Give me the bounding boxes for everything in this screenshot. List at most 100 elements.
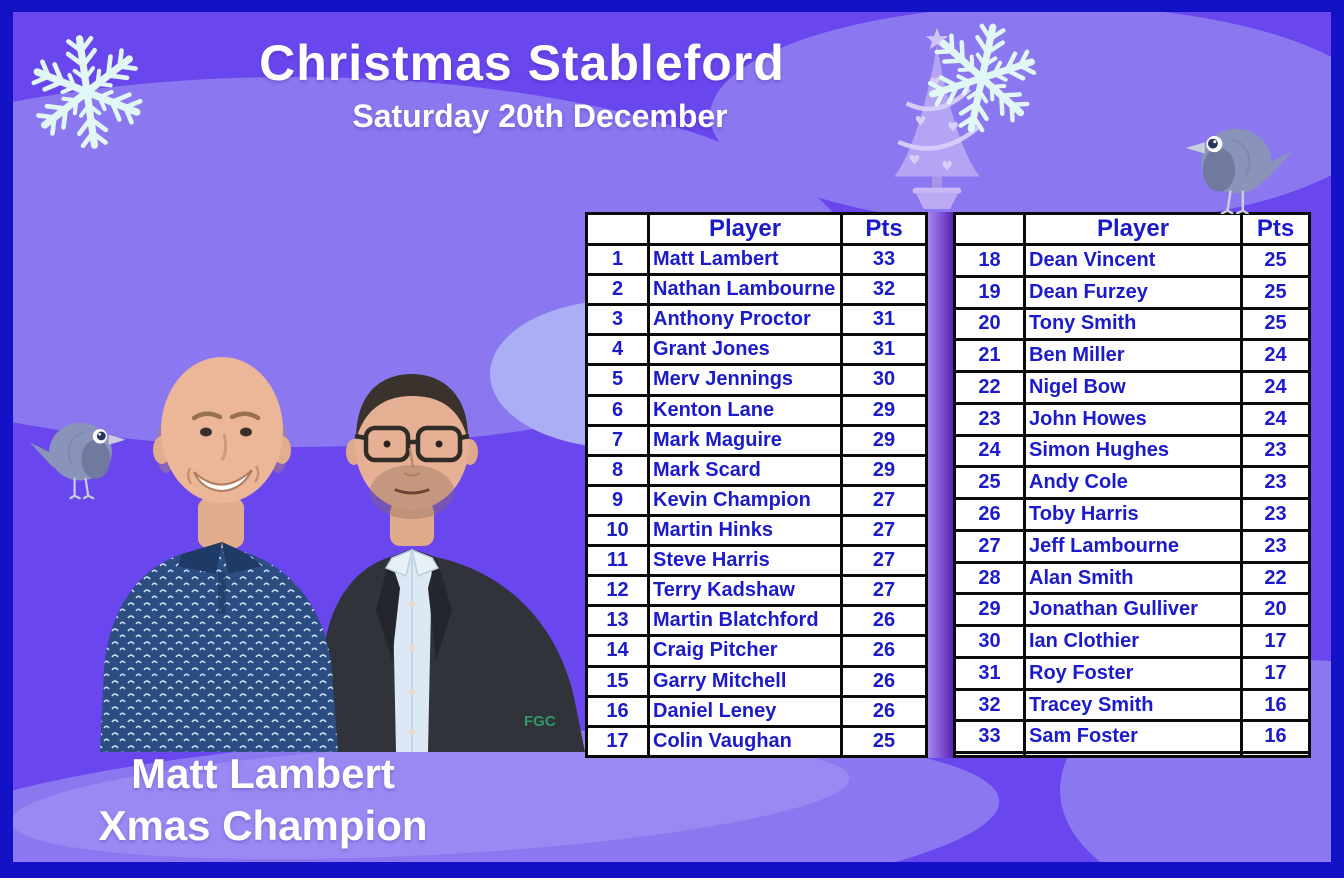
champion-label: Xmas Champion bbox=[98, 802, 428, 849]
player-cell: Mark Maguire bbox=[647, 423, 843, 457]
rank-cell: 2 bbox=[585, 273, 650, 307]
player-cell: Tony Smith bbox=[1023, 306, 1243, 342]
table-row: 2 Nathan Lambourne 32 bbox=[585, 273, 928, 307]
player-cell: Jonathan Gulliver bbox=[1023, 592, 1243, 628]
glasses bbox=[354, 425, 470, 463]
table-row: 17 Colin Vaughan 25 bbox=[585, 724, 928, 759]
pts-cell: 16 bbox=[1240, 719, 1311, 755]
pts-cell: 23 bbox=[1240, 528, 1311, 564]
rank-cell: 1 bbox=[585, 242, 650, 277]
pts-cell: 26 bbox=[840, 664, 928, 698]
pts-cell: 25 bbox=[1240, 274, 1311, 310]
table-row: 5 Merv Jennings 30 bbox=[585, 363, 928, 397]
table-row: 6 Kenton Lane 29 bbox=[585, 393, 928, 427]
event-date: Saturday 20th December bbox=[352, 98, 728, 134]
rank-cell: 13 bbox=[585, 604, 650, 638]
rank-cell: 4 bbox=[585, 333, 650, 367]
pts-cell: 16 bbox=[1240, 687, 1311, 723]
pts-cell: 24 bbox=[1240, 338, 1311, 374]
pts-cell: 27 bbox=[840, 513, 928, 548]
rank-cell: 29 bbox=[953, 592, 1026, 628]
rank-cell: 3 bbox=[585, 303, 650, 337]
rank-cell: 21 bbox=[953, 338, 1026, 374]
player-cell: Craig Pitcher bbox=[647, 634, 843, 668]
table-row: 12 Terry Kadshaw 27 bbox=[585, 574, 928, 608]
table-row: 28 Alan Smith 22 bbox=[953, 560, 1311, 596]
svg-text:♥: ♥ bbox=[947, 121, 959, 136]
pts-cell: 17 bbox=[1240, 624, 1311, 659]
pts-cell: 23 bbox=[1240, 433, 1311, 469]
rank-cell: 32 bbox=[953, 687, 1026, 723]
rank-cell: 11 bbox=[585, 544, 650, 578]
player-cell: Garry Mitchell bbox=[647, 664, 843, 698]
pts-cell: 26 bbox=[840, 604, 928, 638]
pts-cell: 25 bbox=[840, 724, 928, 759]
table-row: 10 Martin Hinks 27 bbox=[585, 513, 928, 548]
rank-cell: 25 bbox=[953, 465, 1026, 501]
rank-cell: 22 bbox=[953, 370, 1026, 405]
player-cell: Martin Blatchford bbox=[647, 604, 843, 638]
pts-cell: 27 bbox=[840, 574, 928, 608]
player-cell: Terry Kadshaw bbox=[647, 574, 843, 608]
player-cell: Mark Scard bbox=[647, 453, 843, 487]
player-cell: Kevin Champion bbox=[647, 483, 843, 517]
right-golfer: FGC bbox=[320, 374, 585, 752]
player-cell: Jeff Lambourne bbox=[1023, 528, 1243, 564]
christmas-tree-icon: ♥♥♥ ♥♥ bbox=[894, 28, 980, 209]
player-cell: Tracey Smith bbox=[1023, 687, 1243, 723]
pts-cell: 27 bbox=[840, 544, 928, 578]
pts-cell: 20 bbox=[1240, 592, 1311, 628]
bird-icon bbox=[1185, 128, 1294, 214]
rank-cell: 9 bbox=[585, 483, 650, 517]
table-row: 18 Dean Vincent 25 bbox=[953, 243, 1311, 278]
svg-text:♥: ♥ bbox=[941, 159, 953, 174]
rank-cell: 18 bbox=[953, 243, 1026, 278]
table-row: 33 Sam Foster 16 bbox=[953, 719, 1311, 755]
pts-cell: 27 bbox=[840, 483, 928, 517]
player-cell: Andy Cole bbox=[1023, 465, 1243, 501]
player-cell: Toby Harris bbox=[1023, 497, 1243, 532]
header-row: Player Pts bbox=[585, 212, 928, 246]
rank-cell: 19 bbox=[953, 274, 1026, 310]
player-header: Player bbox=[647, 212, 843, 246]
header-row: Player Pts bbox=[953, 212, 1311, 246]
rank-cell: 10 bbox=[585, 513, 650, 548]
rank-cell: 31 bbox=[953, 655, 1026, 691]
snowflake-icon bbox=[922, 18, 1042, 138]
table-row: 1 Matt Lambert 33 bbox=[585, 242, 928, 277]
table-row: 30 Ian Clothier 17 bbox=[953, 624, 1311, 659]
player-cell: Grant Jones bbox=[647, 333, 843, 367]
rank-cell: 27 bbox=[953, 528, 1026, 564]
pts-cell: 26 bbox=[840, 634, 928, 668]
table-row: 20 Tony Smith 25 bbox=[953, 306, 1311, 342]
player-cell: Nathan Lambourne bbox=[647, 273, 843, 307]
rank-cell: 14 bbox=[585, 634, 650, 668]
pts-cell bbox=[1240, 751, 1311, 758]
snowflake-icon bbox=[25, 35, 149, 154]
player-cell: Sam Foster bbox=[1023, 719, 1243, 755]
pts-cell: 24 bbox=[1240, 401, 1311, 437]
svg-text:♥: ♥ bbox=[915, 115, 927, 130]
rank-cell: 26 bbox=[953, 497, 1026, 532]
player-cell: Daniel Leney bbox=[647, 694, 843, 728]
player-cell: Kenton Lane bbox=[647, 393, 843, 427]
player-cell: Colin Vaughan bbox=[647, 724, 843, 759]
rank-cell: 8 bbox=[585, 453, 650, 487]
pts-cell: 29 bbox=[840, 423, 928, 457]
pts-cell: 23 bbox=[1240, 497, 1311, 532]
rank-header bbox=[585, 212, 650, 246]
pts-cell: 31 bbox=[840, 333, 928, 367]
table-row: 4 Grant Jones 31 bbox=[585, 333, 928, 367]
pts-header: Pts bbox=[840, 212, 928, 246]
pts-cell: 26 bbox=[840, 694, 928, 728]
player-cell: Ian Clothier bbox=[1023, 624, 1243, 659]
player-cell: Ben Miller bbox=[1023, 338, 1243, 374]
svg-text:♥: ♥ bbox=[909, 153, 921, 168]
player-cell: Martin Hinks bbox=[647, 513, 843, 548]
photo-logo: FGC bbox=[524, 713, 556, 730]
leaderboard-table-left: Player Pts 1 Matt Lambert 33 2 Nathan Lambou… bbox=[585, 212, 928, 759]
rank-cell bbox=[953, 751, 1026, 758]
table-row: 25 Andy Cole 23 bbox=[953, 465, 1311, 501]
player-cell: Dean Vincent bbox=[1023, 243, 1243, 278]
pts-cell: 30 bbox=[840, 363, 928, 397]
